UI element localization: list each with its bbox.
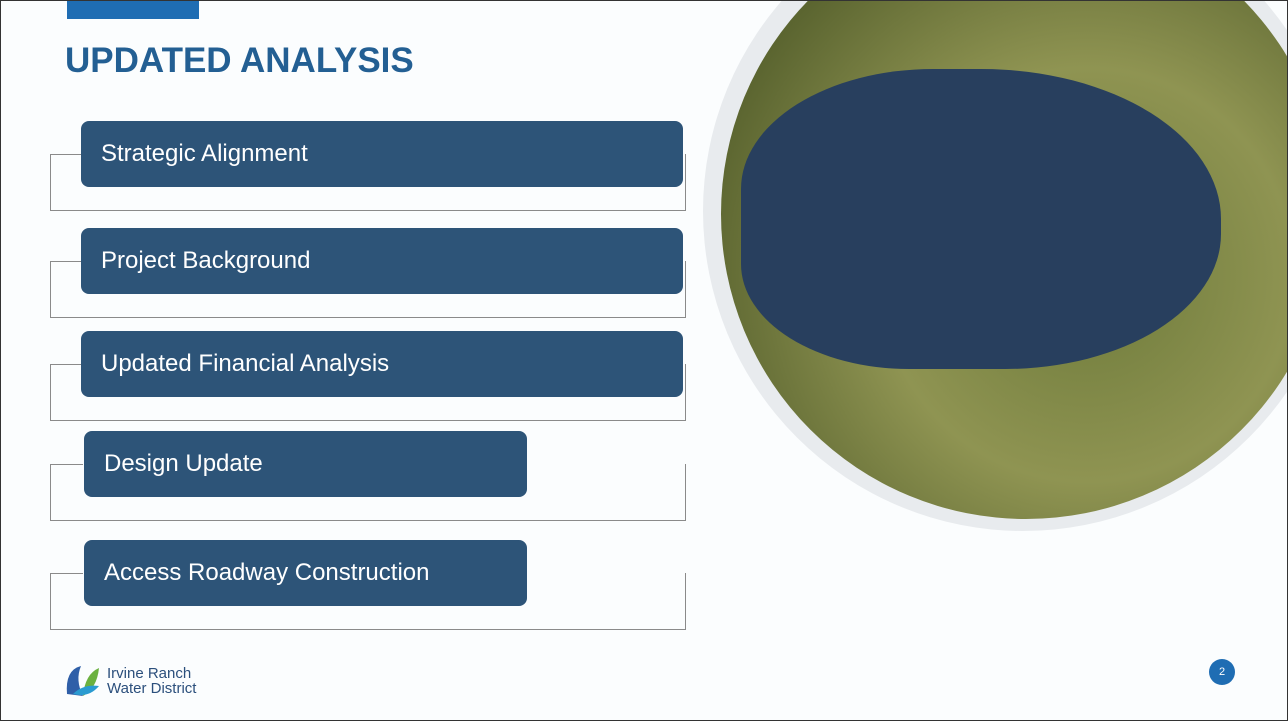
item-box: Strategic Alignment xyxy=(81,121,683,187)
logo-icon xyxy=(66,666,99,696)
title: UPDATED ANALYSIS xyxy=(65,41,414,80)
bracket xyxy=(50,464,686,521)
bracket xyxy=(50,154,686,211)
logo: Irvine Ranch Water District xyxy=(63,664,196,698)
item-box: Access Roadway Construction xyxy=(84,540,527,606)
page-number: 2 xyxy=(1209,659,1235,685)
accent-bar xyxy=(67,1,199,19)
photo xyxy=(721,1,1287,519)
bracket xyxy=(50,364,686,421)
logo-line: Water District xyxy=(107,680,197,697)
bracket xyxy=(50,261,686,318)
item-box: Project Background xyxy=(81,228,683,294)
item-box: Updated Financial Analysis xyxy=(81,331,683,397)
reservoir xyxy=(741,69,1221,369)
item-box: Design Update xyxy=(84,431,527,497)
bracket xyxy=(50,573,686,630)
logo-line: Irvine Ranch xyxy=(107,665,192,682)
